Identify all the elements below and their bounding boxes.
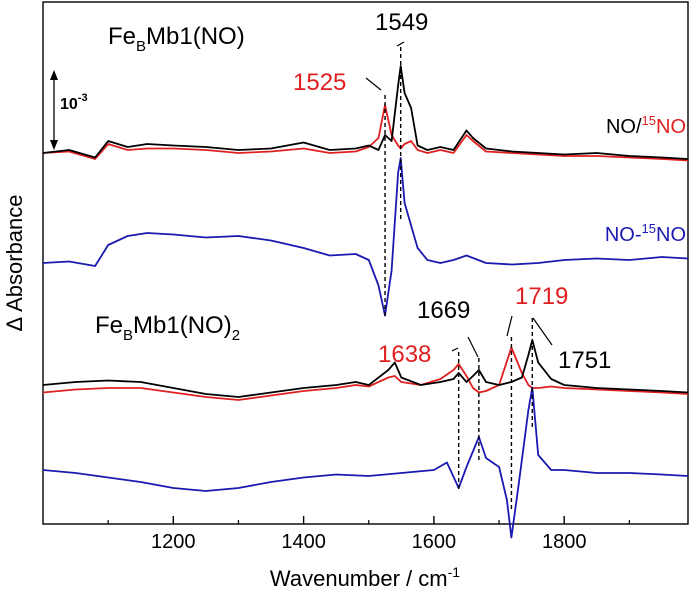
plot-frame <box>42 1 689 525</box>
panel2-series-red <box>42 346 689 401</box>
panel1-difference-label: NO-15NO <box>605 221 686 246</box>
y-axis-label: Δ Absorbance <box>2 194 27 331</box>
peak-guide-lines <box>384 47 533 510</box>
x-tick-label: 1800 <box>542 531 587 553</box>
arrow-up-icon <box>50 70 58 80</box>
scale-bar: 10-3 <box>50 70 88 150</box>
peak-label-1638: 1638 <box>378 341 431 368</box>
panel1-title: FeBMb1(NO) <box>108 23 245 55</box>
svg-text:10-3: 10-3 <box>60 92 88 113</box>
x-axis-label: Wavenumber / cm-1 <box>270 564 460 591</box>
peak-label-1549: 1549 <box>375 9 428 36</box>
panel1-difference-series <box>42 157 689 317</box>
plot-lines <box>42 65 689 539</box>
panel1-legend-label: NO/15NO <box>606 113 686 138</box>
peak-leader-lines <box>365 41 553 358</box>
x-axis-ticks: 1200 1400 1600 1800 <box>107 516 630 553</box>
peak-label-1751: 1751 <box>558 347 611 374</box>
peak-label-1669: 1669 <box>417 297 470 324</box>
arrow-down-icon <box>50 140 58 150</box>
peak-label-1525: 1525 <box>293 69 346 96</box>
panel2-title: FeBMb1(NO)2 <box>95 312 240 344</box>
scale-bar-exp: -3 <box>78 92 88 104</box>
x-tick-label: 1200 <box>151 531 196 553</box>
peak-label-1719: 1719 <box>515 283 568 310</box>
panel1-series-red <box>42 104 689 162</box>
panel2-series-black <box>42 339 689 398</box>
x-tick-label: 1400 <box>281 531 326 553</box>
x-tick-label: 1600 <box>412 531 457 553</box>
scale-bar-base: 10 <box>60 96 78 113</box>
panel1-series-black <box>42 65 689 160</box>
panel2-difference-series <box>42 386 689 539</box>
